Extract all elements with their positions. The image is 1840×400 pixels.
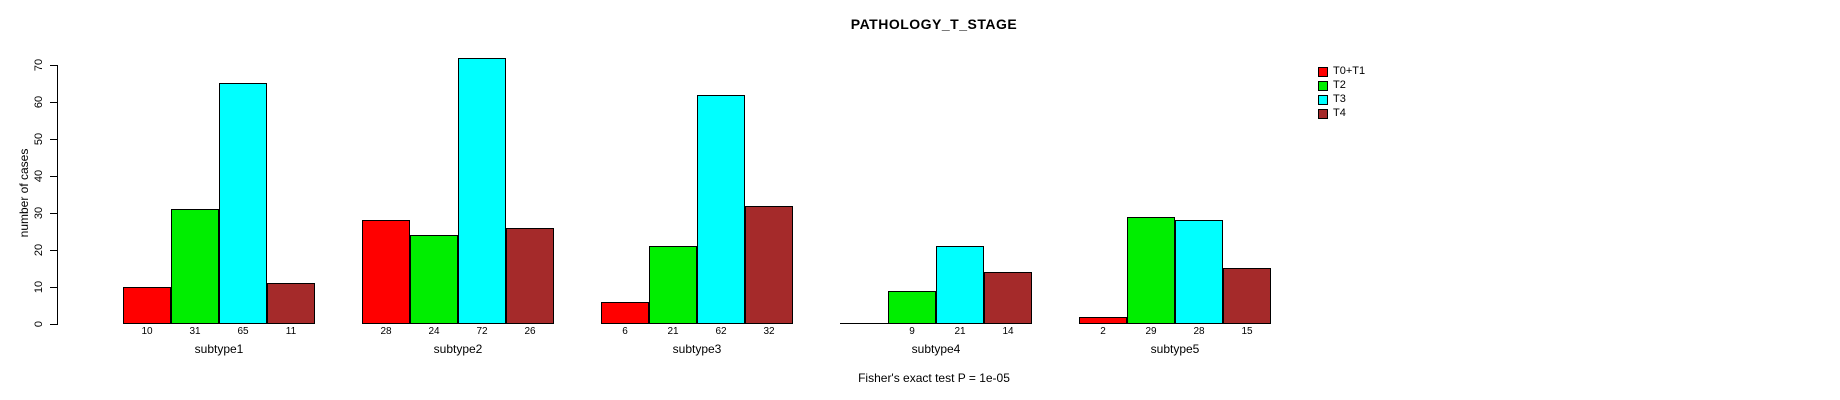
- bar-value-label: 21: [667, 326, 679, 337]
- bar-value-label: 72: [476, 326, 488, 337]
- bar-value-label: 62: [715, 326, 727, 337]
- y-tick-mark: [50, 176, 57, 177]
- y-tick-mark: [50, 102, 57, 103]
- fisher-test-annotation: Fisher's exact test P = 1e-05: [858, 371, 1010, 385]
- category-label: subtype4: [911, 342, 961, 356]
- bar-value-label: 14: [1002, 326, 1014, 337]
- y-tick-mark: [50, 139, 57, 140]
- legend-swatch-icon: [1318, 108, 1328, 119]
- bar-value-label: 2: [1100, 326, 1106, 337]
- bar: [506, 228, 554, 324]
- y-tick-label: 0: [33, 320, 45, 328]
- y-tick-label: 10: [33, 280, 45, 294]
- bar-value-label: 9: [909, 326, 915, 337]
- y-tick-label: 20: [33, 243, 45, 257]
- bar: [888, 291, 936, 324]
- legend-label: T3: [1333, 93, 1346, 105]
- y-tick-label: 50: [33, 132, 45, 146]
- legend-label: T2: [1333, 79, 1346, 91]
- y-tick-mark: [50, 324, 57, 325]
- category-label: subtype1: [194, 342, 244, 356]
- bar-value-label: 32: [763, 326, 775, 337]
- category-label: subtype5: [1150, 342, 1200, 356]
- bar-value-label: 21: [954, 326, 966, 337]
- bar: [649, 246, 697, 324]
- bar: [219, 83, 267, 324]
- bar: [362, 220, 410, 324]
- y-tick-mark: [50, 287, 57, 288]
- bar-value-label: 11: [285, 326, 297, 337]
- y-axis-label: number of cases: [17, 148, 31, 238]
- bar: [267, 283, 315, 324]
- category-label: subtype3: [672, 342, 722, 356]
- bar-value-label: 24: [428, 326, 440, 337]
- bar-zero: [840, 323, 888, 324]
- category-label: subtype2: [433, 342, 483, 356]
- legend-row: T0+T1: [1318, 65, 1365, 78]
- bar: [745, 206, 793, 324]
- bar-value-label: 31: [189, 326, 201, 337]
- bar-value-label: 29: [1145, 326, 1157, 337]
- bar: [171, 209, 219, 324]
- y-tick-label: 40: [33, 169, 45, 183]
- y-tick-mark: [50, 65, 57, 66]
- bar: [1223, 268, 1271, 324]
- legend-row: T2: [1318, 79, 1365, 92]
- bar: [936, 246, 984, 324]
- bar: [697, 95, 745, 324]
- y-tick-mark: [50, 250, 57, 251]
- legend-row: T3: [1318, 93, 1365, 106]
- bar: [601, 302, 649, 324]
- bar: [410, 235, 458, 324]
- bar-value-label: 10: [141, 326, 153, 337]
- bar: [123, 287, 171, 324]
- legend-label: T4: [1333, 107, 1346, 119]
- bar-value-label: 28: [1193, 326, 1205, 337]
- bar: [1079, 317, 1127, 324]
- bar-value-label: 28: [380, 326, 392, 337]
- bar-value-label: 15: [1241, 326, 1253, 337]
- y-tick-mark: [50, 213, 57, 214]
- bar-value-label: 26: [524, 326, 536, 337]
- bar-value-label: 65: [237, 326, 249, 337]
- chart-title: PATHOLOGY_T_STAGE: [850, 16, 1018, 32]
- y-tick-label: 30: [33, 206, 45, 220]
- legend-row: T4: [1318, 107, 1365, 120]
- y-axis-line: [57, 65, 58, 325]
- bar-value-label: 6: [622, 326, 628, 337]
- bar: [458, 58, 506, 324]
- bar: [984, 272, 1032, 324]
- y-tick-label: 60: [33, 95, 45, 109]
- bar: [1175, 220, 1223, 324]
- legend: T0+T1 T2 T3 T4: [1318, 65, 1365, 121]
- legend-label: T0+T1: [1333, 65, 1366, 77]
- legend-swatch-icon: [1318, 80, 1328, 91]
- legend-swatch-icon: [1318, 94, 1328, 105]
- y-tick-label: 70: [33, 58, 45, 72]
- legend-swatch-icon: [1318, 66, 1328, 77]
- bar: [1127, 217, 1175, 324]
